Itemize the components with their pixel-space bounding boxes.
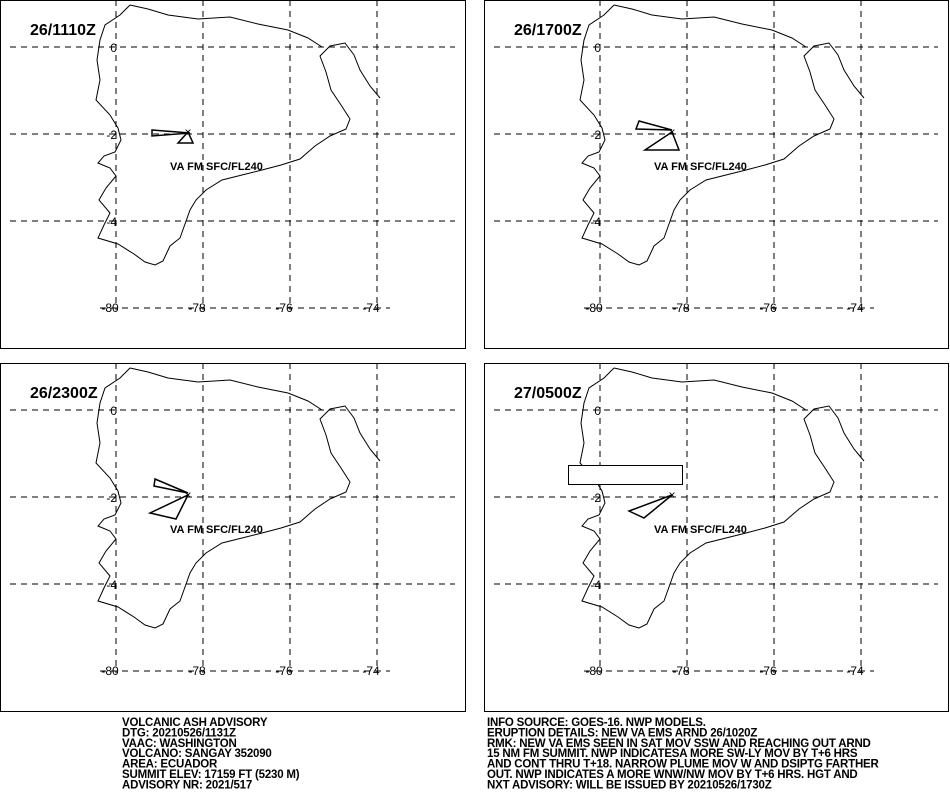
ash-plume — [642, 130, 681, 151]
lon-label: -74 — [362, 301, 380, 315]
advisory-line: DTG: 20210526/1131Z — [122, 727, 236, 739]
lat-label: 0 — [110, 404, 117, 418]
coastline — [579, 367, 865, 629]
forecast-box — [568, 465, 683, 485]
coastline — [95, 4, 381, 266]
ash-annotation: VA FM SFC/FL240 — [654, 524, 747, 536]
lon-label: -78 — [188, 664, 206, 678]
lon-label: -80 — [585, 664, 603, 678]
lat-label: -4 — [106, 578, 117, 592]
ash-plume — [634, 120, 673, 131]
border — [613, 367, 807, 411]
ash-annotation: VA FM SFC/FL240 — [170, 161, 263, 173]
map-panel: × 26/1700Z 0 -2 -4 -80 -78 -76 -74 VA FM SFC/FL24… — [484, 0, 949, 349]
lon-label: -74 — [846, 664, 864, 678]
advisory-line: OUT. NWP INDICATES A MORE WNW/NW MOV BY … — [487, 769, 858, 781]
lat-label: -4 — [590, 578, 601, 592]
lon-label: -76 — [759, 301, 777, 315]
panel-frame — [0, 0, 466, 349]
advisory-line: INFO SOURCE: GOES-16. NWP MODELS. — [487, 717, 706, 729]
ash-plume — [153, 477, 189, 494]
coastline — [95, 367, 381, 629]
lon-label: -80 — [585, 301, 603, 315]
advisory-line: SUMMIT ELEV: 17159 FT (5230 M) — [122, 769, 300, 781]
lon-label: -74 — [846, 301, 864, 315]
lat-label: -2 — [590, 491, 601, 505]
lat-label: -2 — [106, 128, 117, 142]
coastline — [579, 4, 865, 266]
panel-frame — [484, 363, 949, 712]
ash-annotation: VA FM SFC/FL240 — [654, 161, 747, 173]
advisory-line: VOLCANIC ASH ADVISORY — [122, 717, 268, 729]
map-panel: × 26/2300Z 0 -2 -4 -80 -78 -76 -74 VA FM SFC/FL24… — [0, 363, 466, 712]
advisory-line: AND CONT THRU T+18. NARROW PLUME MOV W A… — [487, 759, 880, 771]
ash-annotation: VA FM SFC/FL240 — [170, 524, 263, 536]
ash-plume — [151, 129, 191, 137]
lon-label: -76 — [275, 301, 293, 315]
volcano-marker: × — [184, 125, 191, 139]
lat-label: -2 — [590, 128, 601, 142]
valid-time: 27/0500Z — [514, 385, 582, 402]
lon-label: -78 — [672, 664, 690, 678]
volcano-marker: × — [668, 488, 675, 502]
lon-label: -76 — [759, 664, 777, 678]
map-panel: × 26/1110Z 0 -2 -4 -80 -78 -76 -74 VA FM SFC/FL24… — [0, 0, 466, 349]
lon-label: -76 — [275, 664, 293, 678]
lon-label: -74 — [362, 664, 380, 678]
lat-label: 0 — [594, 41, 601, 55]
border — [129, 4, 323, 48]
valid-time: 26/1700Z — [514, 22, 582, 39]
advisory-line: AREA: ECUADOR — [122, 759, 218, 771]
map-panel: × 27/0500Z 0 -2 -4 -80 -78 -76 -74 VA FM SFC/FL24… — [484, 363, 949, 712]
advisory-line: VOLCANO: SANGAY 352090 — [122, 748, 272, 760]
volcano-marker: × — [668, 125, 675, 139]
advisory-line: ERUPTION DETAILS: NEW VA EMS ARND 26/102… — [487, 727, 757, 739]
lat-label: -2 — [106, 491, 117, 505]
lon-label: -80 — [101, 664, 119, 678]
advisory-line: ADVISORY NR: 2021/517 — [122, 779, 252, 791]
panel-frame — [484, 0, 949, 349]
volcano-marker: × — [184, 488, 191, 502]
advisory-line: 15 NM FM SUMMIT. NWP INDICATESA MORE SW-… — [487, 748, 858, 760]
lat-label: 0 — [110, 41, 117, 55]
advisory-line: NXT ADVISORY: WILL BE ISSUED BY 20210526… — [487, 779, 772, 791]
valid-time: 26/1110Z — [30, 22, 96, 39]
lat-label: 0 — [594, 404, 601, 418]
ash-plume — [147, 493, 190, 520]
lon-label: -80 — [101, 301, 119, 315]
lon-label: -78 — [672, 301, 690, 315]
ash-plume — [176, 130, 195, 144]
ash-plume — [627, 494, 673, 519]
lat-label: -4 — [106, 215, 117, 229]
lon-label: -78 — [188, 301, 206, 315]
advisory-line: RMK: NEW VA EMS SEEN IN SAT MOV SSW AND … — [487, 738, 871, 750]
valid-time: 26/2300Z — [30, 385, 98, 402]
advisory-line: VAAC: WASHINGTON — [122, 738, 237, 750]
border — [129, 367, 323, 411]
panel-frame — [0, 363, 466, 712]
lat-label: -4 — [590, 215, 601, 229]
border — [613, 4, 807, 48]
